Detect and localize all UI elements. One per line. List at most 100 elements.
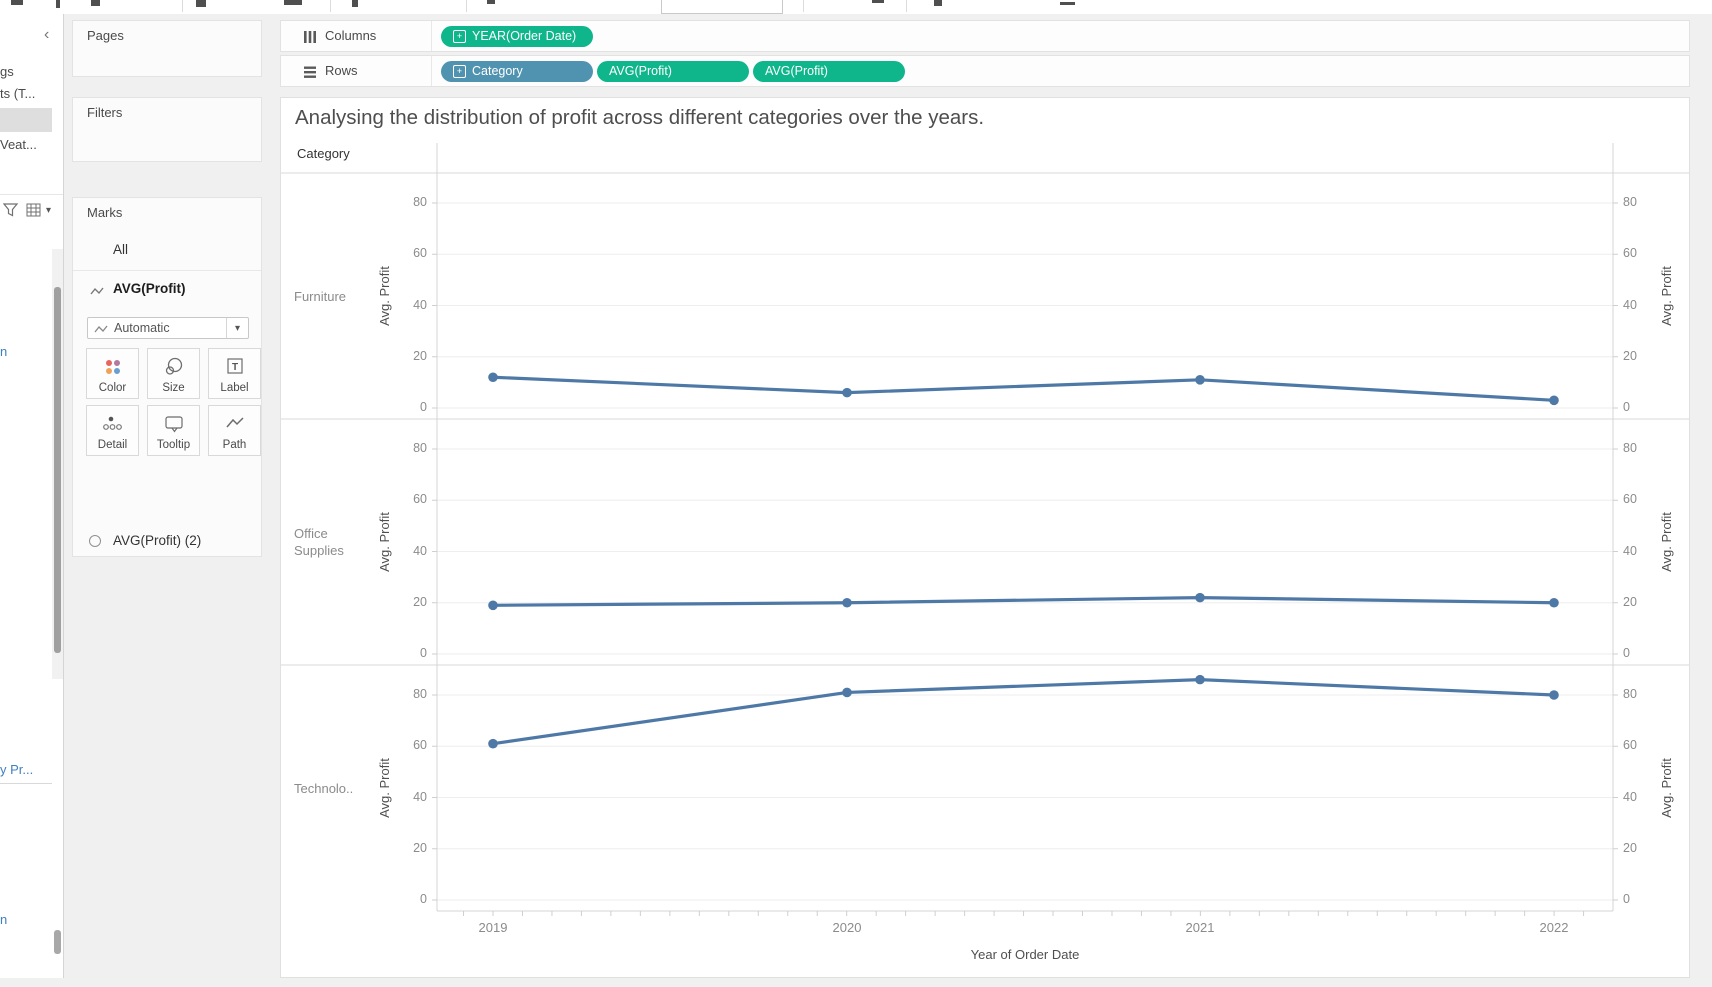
pill-label: Category: [472, 64, 523, 78]
pill-avg-profit-[interactable]: AVG(Profit): [597, 60, 749, 82]
data-point[interactable]: [1195, 592, 1205, 603]
tooltip-button[interactable]: Tooltip: [147, 405, 200, 456]
marks-tab-all[interactable]: All: [113, 242, 129, 257]
filter-funnel-icon[interactable]: [3, 203, 19, 218]
line-mark-icon: [90, 287, 104, 295]
x-axis-title[interactable]: Year of Order Date: [970, 947, 1080, 962]
shelf-divider: [431, 56, 432, 86]
label-button-label: Label: [220, 382, 249, 394]
field-item-fragment[interactable]: n: [0, 912, 8, 927]
sheet-title[interactable]: Analysing the distribution of profit acr…: [295, 106, 985, 129]
toolbar-icon-fragment: [872, 0, 884, 3]
label-icon: T: [226, 358, 243, 374]
row-field-header[interactable]: Category: [297, 146, 350, 161]
chevron-down-icon[interactable]: ▾: [46, 205, 52, 216]
data-point[interactable]: [488, 600, 498, 611]
plus-box-icon[interactable]: +: [453, 64, 466, 78]
data-grid-icon[interactable]: [26, 203, 41, 217]
rows-shelf[interactable]: Rows + Category AVG(Profit) AVG(Profit): [280, 55, 1690, 87]
mark-type-dropdown[interactable]: Automatic ▾: [87, 317, 249, 339]
color-button-label: Color: [98, 382, 127, 394]
field-item-fragment[interactable]: y Pr...: [0, 762, 34, 777]
marks-tab-avg-profit[interactable]: AVG(Profit): [73, 276, 261, 306]
data-point[interactable]: [1195, 375, 1205, 385]
pill-category[interactable]: + Category: [441, 60, 593, 82]
y-axis-tick-label: 40: [413, 543, 427, 558]
data-point[interactable]: [488, 738, 498, 749]
data-point[interactable]: [488, 372, 498, 383]
detail-button[interactable]: Detail: [86, 405, 139, 456]
divider: [73, 270, 261, 271]
filters-shelf[interactable]: Filters: [72, 97, 262, 162]
size-button[interactable]: Size: [147, 348, 200, 399]
collapse-pane-chevron-icon[interactable]: ‹: [44, 26, 50, 43]
toolbar-icon-fragment: [487, 0, 495, 4]
data-point[interactable]: [842, 597, 852, 608]
marks-card-title: Marks: [87, 205, 123, 220]
y-axis-tick-label: 20: [413, 348, 427, 363]
detail-icon: [102, 416, 122, 430]
pill-year-order-date-[interactable]: + YEAR(Order Date): [441, 25, 593, 47]
circle-mark-icon: [89, 535, 101, 547]
x-axis-tick-label[interactable]: 2020: [832, 920, 862, 935]
pill-avg-profit-[interactable]: AVG(Profit): [753, 60, 905, 82]
series-line-office-supplies: [491, 596, 1556, 607]
y-axis-tick-label: 80: [413, 687, 427, 701]
x-axis-tick-label[interactable]: 2021: [1185, 920, 1215, 935]
y-axis-tick-label: 0: [420, 646, 427, 660]
toolbar-strip: [0, 0, 1712, 14]
field-item-fragment[interactable]: ts (T...: [0, 86, 36, 101]
data-point[interactable]: [1195, 674, 1205, 685]
row-label-office-supplies[interactable]: Office Supplies: [294, 526, 344, 558]
scrollbar-thumb[interactable]: [54, 930, 61, 954]
y-axis-tick-label: 20: [413, 594, 427, 609]
path-button[interactable]: Path: [208, 405, 261, 456]
size-button-label: Size: [162, 382, 185, 394]
marks-tab-avg-profit-label: AVG(Profit): [113, 281, 186, 296]
y-axis-tick-label: 20: [1623, 348, 1637, 363]
y-axis-tick-label: 0: [1623, 400, 1630, 414]
y-axis-title-right[interactable]: Avg. Profit: [1659, 266, 1674, 326]
y-axis-title[interactable]: Avg. Profit: [377, 266, 392, 326]
data-point[interactable]: [842, 687, 852, 698]
data-point[interactable]: [1549, 597, 1559, 608]
y-axis-title-right[interactable]: Avg. Profit: [1659, 758, 1674, 818]
y-axis-tick-label: 60: [1623, 738, 1637, 753]
y-axis-title-right[interactable]: Avg. Profit: [1659, 512, 1674, 572]
x-axis-tick-label[interactable]: 2019: [478, 920, 508, 935]
plus-box-icon[interactable]: +: [453, 29, 466, 43]
chevron-down-icon[interactable]: ▾: [226, 318, 248, 338]
data-point[interactable]: [1549, 690, 1559, 700]
y-axis-title[interactable]: Avg. Profit: [377, 512, 392, 572]
y-axis-title[interactable]: Avg. Profit: [377, 758, 392, 818]
row-label-technology[interactable]: Technolo..: [294, 781, 354, 796]
columns-shelf[interactable]: Columns + YEAR(Order Date): [280, 20, 1690, 52]
toolbar-icon-fragment: [91, 0, 100, 6]
path-icon: [225, 417, 244, 428]
pages-shelf[interactable]: Pages: [72, 20, 262, 77]
selected-field-highlight[interactable]: [0, 108, 52, 132]
series-line-furniture: [491, 375, 1556, 402]
y-axis-tick-label: 20: [413, 840, 427, 855]
pane-divider: [0, 194, 63, 195]
scrollbar-thumb[interactable]: [54, 287, 61, 653]
detail-button-label: Detail: [97, 439, 128, 451]
rows-shelf-label: Rows: [325, 63, 358, 78]
y-axis-tick-label: 40: [413, 297, 427, 312]
field-item-fragment[interactable]: gs: [0, 64, 14, 79]
toolbar-separator: [803, 0, 804, 12]
data-point[interactable]: [842, 387, 852, 398]
pill-label: YEAR(Order Date): [472, 29, 577, 43]
data-point[interactable]: [1549, 395, 1559, 406]
row-label-furniture[interactable]: Furniture: [294, 289, 347, 304]
toolbar-icon-fragment: [196, 0, 206, 7]
x-axis-tick-label[interactable]: 2022: [1539, 920, 1569, 935]
color-button[interactable]: Color: [86, 348, 139, 399]
marks-tab-avg-profit-2[interactable]: AVG(Profit) (2): [73, 529, 261, 555]
toolbar-dropdown-fragment[interactable]: [661, 0, 783, 14]
toolbar-icon-fragment: [352, 0, 358, 7]
label-button[interactable]: T Label: [208, 348, 261, 399]
field-item-fragment[interactable]: Veat...: [0, 137, 37, 152]
mark-type-value: Automatic: [114, 321, 170, 335]
field-item-fragment[interactable]: n: [0, 344, 8, 359]
